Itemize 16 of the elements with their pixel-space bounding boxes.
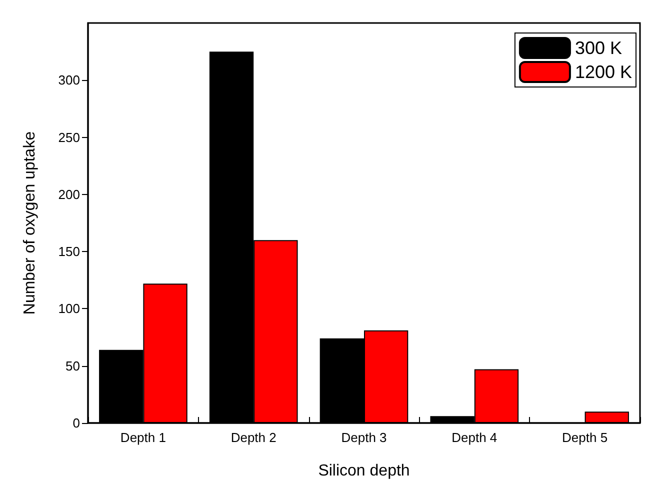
y-tick-label: 300: [58, 72, 80, 88]
y-tick-label: 150: [58, 244, 80, 260]
y-tick-label: 250: [58, 130, 80, 145]
x-tick-label: Depth 1: [120, 430, 166, 445]
legend-label: 1200 K: [574, 62, 632, 82]
legend-label: 300 K: [574, 38, 622, 58]
x-axis-title: Silicon depth: [318, 462, 410, 480]
y-tick-label: 200: [58, 186, 80, 202]
y-axis-title: Number of oxygen uptake: [22, 131, 38, 315]
x-tick-label: Depth 2: [230, 430, 276, 445]
y-tick-label: 0: [72, 416, 80, 430]
x-tick-label: Depth 5: [562, 430, 608, 445]
y-tick-label: 50: [66, 358, 80, 374]
x-tick-label: Depth 4: [452, 430, 498, 445]
x-tick-label: Depth 3: [341, 430, 387, 445]
y-tick-label: 100: [58, 301, 80, 316]
